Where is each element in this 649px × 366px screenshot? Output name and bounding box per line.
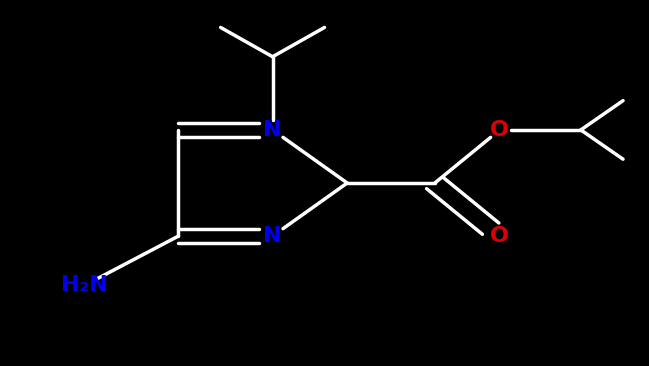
Text: N: N (263, 120, 282, 140)
Text: H₂N: H₂N (61, 276, 108, 295)
Text: O: O (490, 226, 509, 246)
Text: O: O (490, 120, 509, 140)
Text: N: N (263, 226, 282, 246)
